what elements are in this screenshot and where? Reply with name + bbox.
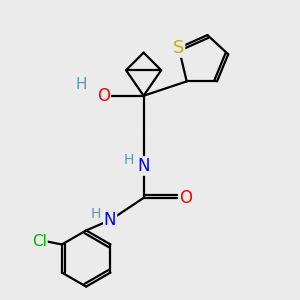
- Text: H: H: [124, 153, 134, 167]
- Text: S: S: [173, 39, 184, 57]
- Text: O: O: [97, 87, 110, 105]
- Text: H: H: [91, 208, 101, 221]
- Text: H: H: [76, 77, 87, 92]
- Text: N: N: [137, 157, 150, 175]
- Text: N: N: [104, 211, 116, 229]
- Text: Cl: Cl: [32, 234, 47, 249]
- Text: O: O: [180, 189, 193, 207]
